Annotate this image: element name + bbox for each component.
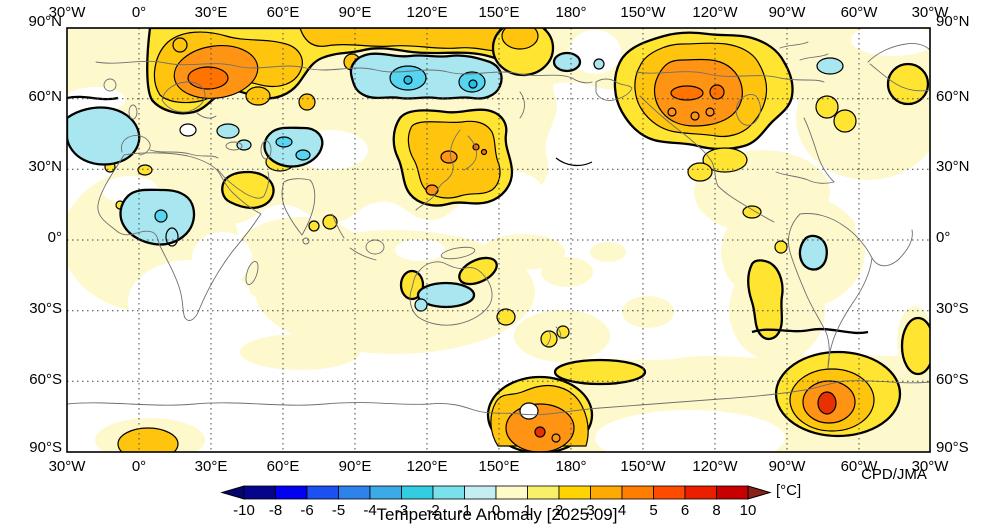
colorbar-tick: -2	[426, 502, 440, 519]
lon-tick: 90°W	[768, 4, 806, 21]
colorbar-segment	[464, 485, 497, 500]
cold-anomaly-layer	[67, 51, 844, 312]
colorbar-segment	[684, 485, 717, 500]
credit-label: CPD/JMA	[861, 466, 927, 483]
lon-tick: 120°W	[692, 458, 738, 475]
lat-tick: 60°S	[29, 371, 62, 388]
region-antarctica-greenwich-warm	[117, 427, 179, 452]
lat-tick: 60°N	[28, 88, 62, 105]
lat-tick: 30°S	[936, 300, 969, 317]
lon-tick: 30°W	[48, 4, 86, 21]
colorbar-segment	[338, 485, 371, 500]
region-australia-cold	[416, 281, 476, 309]
colorbar-segment	[275, 485, 308, 500]
colorbar-segment	[401, 485, 434, 500]
colorbar-tick: -3	[394, 502, 409, 519]
lat-tick: 30°N	[936, 158, 970, 175]
colorbar-segment	[558, 485, 591, 500]
colorbar-tick: 8	[712, 502, 721, 519]
colorbar-tick: 0	[491, 502, 501, 519]
near-zero-layer	[67, 28, 930, 452]
region-peru-cold	[798, 234, 828, 271]
colorbar-tick: -8	[268, 502, 283, 519]
lon-tick: 150°W	[620, 4, 666, 21]
region-ne-atlantic-cold	[67, 106, 141, 166]
map-frame	[66, 27, 931, 453]
colorbar-tick: 1	[523, 502, 532, 519]
colorbar-segment	[432, 485, 465, 500]
colorbar-tick: -5	[331, 502, 346, 519]
colorbar-tick: -4	[363, 502, 377, 519]
lat-tick: 90°S	[936, 439, 969, 456]
lat-tick: 30°N	[28, 158, 62, 175]
colorbar-tick: 2	[554, 502, 564, 519]
colorbar-segment	[306, 485, 339, 500]
warm-anomaly-layer	[104, 28, 930, 452]
lat-tick: 90°N	[936, 13, 970, 30]
lon-tick: 180°	[555, 458, 587, 475]
colorbar-tick: -6	[300, 502, 314, 519]
lon-tick: 30°W	[911, 458, 949, 475]
lon-tick: 30°W	[48, 458, 86, 475]
lon-tick: 60°W	[840, 4, 878, 21]
lon-tick: 0°	[131, 458, 147, 475]
lat-tick: 0°	[936, 229, 951, 246]
lon-tick: 150°E	[478, 4, 520, 21]
lon-tick: 60°E	[266, 458, 300, 475]
lon-tick: 180°	[555, 4, 587, 21]
colorbar-tick: 5	[649, 502, 658, 519]
lon-tick: 30°E	[194, 458, 228, 475]
lon-tick: 0°	[131, 4, 147, 21]
lon-tick: 150°E	[478, 458, 520, 475]
lon-tick: 120°E	[406, 4, 448, 21]
lon-tick: 60°E	[266, 4, 300, 21]
colorbar-segment	[653, 485, 686, 500]
colorbar-tick: 4	[617, 502, 627, 519]
lat-tick: 90°N	[28, 13, 62, 30]
lon-tick: 120°W	[692, 4, 738, 21]
colorbar-right-arrow	[747, 485, 772, 500]
lon-tick: 30°E	[194, 4, 228, 21]
colorbar-left-arrow	[220, 485, 245, 500]
lon-tick: 90°E	[338, 458, 372, 475]
lat-tick: 60°N	[936, 88, 970, 105]
colorbar-unit-label: [°C]	[776, 482, 802, 499]
lon-tick: 120°E	[406, 458, 448, 475]
colorbar-tick: 6	[680, 502, 690, 519]
lon-tick: 30°W	[911, 4, 949, 21]
colorbar-segment	[621, 485, 654, 500]
lon-tick: 60°W	[840, 458, 878, 475]
colorbar-tick: -1	[457, 502, 472, 519]
colorbar-tick: -10	[233, 502, 255, 519]
extra-contours-layer	[67, 37, 869, 335]
lat-tick: 90°S	[29, 439, 62, 456]
graticule-layer	[67, 28, 930, 452]
lon-tick: 90°W	[768, 458, 806, 475]
lon-tick: 150°W	[620, 458, 666, 475]
region-se-greenland-warm	[886, 62, 930, 106]
lat-tick: 60°S	[936, 371, 969, 388]
lat-tick: 0°	[47, 229, 62, 246]
coastlines-layer	[67, 41, 930, 416]
colorbar-segment	[243, 485, 276, 500]
colorbar-segment	[527, 485, 560, 500]
figure-caption: Temperature Anomaly [2025.09]	[376, 505, 618, 524]
colorbar-tick: 10	[739, 502, 757, 519]
colorbar-segment	[716, 485, 749, 500]
lat-tick: 30°S	[29, 300, 62, 317]
region-arabia-warm	[221, 170, 275, 209]
lon-tick: 90°E	[338, 4, 372, 21]
colorbar-segment	[590, 485, 623, 500]
colorbar-tick: 3	[586, 502, 595, 519]
colorbar-segment	[495, 485, 528, 500]
colorbar-segment	[369, 485, 402, 500]
